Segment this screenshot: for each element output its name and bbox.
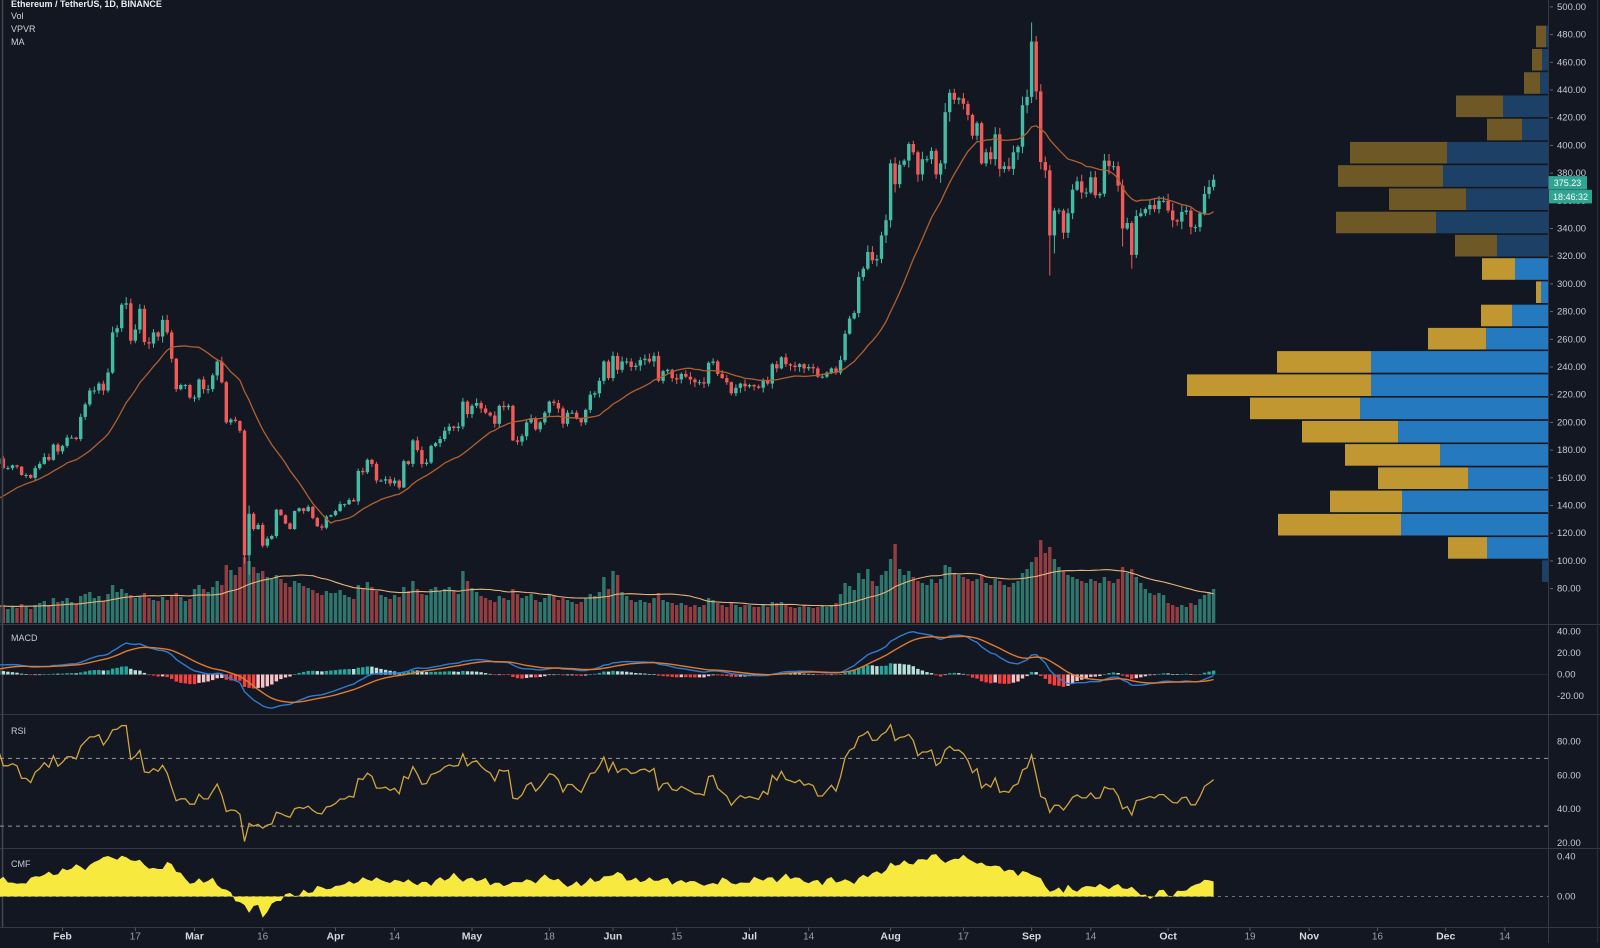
svg-text:Aug: Aug xyxy=(880,931,900,943)
svg-text:220.00: 220.00 xyxy=(1557,390,1586,401)
svg-text:160.00: 160.00 xyxy=(1557,473,1586,484)
svg-text:120.00: 120.00 xyxy=(1557,528,1586,539)
svg-text:14: 14 xyxy=(1085,932,1097,943)
svg-text:180.00: 180.00 xyxy=(1557,445,1586,456)
svg-text:Jul: Jul xyxy=(742,931,757,943)
svg-text:380.00: 380.00 xyxy=(1557,168,1586,179)
svg-text:May: May xyxy=(462,931,483,943)
svg-text:16: 16 xyxy=(257,932,269,943)
svg-text:400.00: 400.00 xyxy=(1557,140,1586,151)
svg-text:500.00: 500.00 xyxy=(1557,2,1586,13)
svg-text:16: 16 xyxy=(1372,932,1384,943)
svg-text:18: 18 xyxy=(544,932,556,943)
svg-text:Jun: Jun xyxy=(604,931,623,943)
svg-text:MACD: MACD xyxy=(11,633,38,643)
svg-text:300.00: 300.00 xyxy=(1557,279,1586,290)
svg-text:14: 14 xyxy=(389,932,401,943)
svg-text:20.00: 20.00 xyxy=(1557,838,1581,849)
svg-text:200.00: 200.00 xyxy=(1557,417,1586,428)
svg-text:Apr: Apr xyxy=(326,931,344,943)
svg-text:260.00: 260.00 xyxy=(1557,334,1586,345)
svg-text:VPVR: VPVR xyxy=(11,24,36,34)
svg-text:CMF: CMF xyxy=(11,859,31,869)
svg-text:40.00: 40.00 xyxy=(1557,626,1581,637)
svg-text:0.00: 0.00 xyxy=(1557,670,1576,681)
svg-text:0.40: 0.40 xyxy=(1557,852,1576,863)
svg-text:-20.00: -20.00 xyxy=(1557,691,1584,702)
svg-text:60.00: 60.00 xyxy=(1557,770,1581,781)
svg-text:Mar: Mar xyxy=(185,931,204,943)
svg-text:19: 19 xyxy=(1244,932,1256,943)
svg-text:440.00: 440.00 xyxy=(1557,85,1586,96)
svg-text:140.00: 140.00 xyxy=(1557,501,1586,512)
svg-text:340.00: 340.00 xyxy=(1557,224,1586,235)
svg-text:15: 15 xyxy=(671,932,683,943)
svg-text:RSI: RSI xyxy=(11,726,26,736)
svg-text:240.00: 240.00 xyxy=(1557,362,1586,373)
svg-text:375.23: 375.23 xyxy=(1554,178,1582,188)
svg-text:280.00: 280.00 xyxy=(1557,307,1586,318)
svg-text:0.00: 0.00 xyxy=(1557,892,1576,903)
svg-text:40.00: 40.00 xyxy=(1557,804,1581,815)
svg-text:480.00: 480.00 xyxy=(1557,30,1586,41)
svg-text:100.00: 100.00 xyxy=(1557,556,1586,567)
svg-text:Ethereum / TetherUS, 1D, BINAN: Ethereum / TetherUS, 1D, BINANCE xyxy=(11,0,162,9)
svg-text:Vol: Vol xyxy=(11,11,24,21)
svg-text:Nov: Nov xyxy=(1299,931,1319,943)
svg-text:80.00: 80.00 xyxy=(1557,584,1581,595)
svg-text:17: 17 xyxy=(130,932,142,943)
svg-text:80.00: 80.00 xyxy=(1557,737,1581,748)
svg-text:460.00: 460.00 xyxy=(1557,57,1586,68)
svg-text:17: 17 xyxy=(958,932,970,943)
svg-text:18:46:32: 18:46:32 xyxy=(1553,192,1588,202)
svg-text:320.00: 320.00 xyxy=(1557,251,1586,262)
svg-text:Dec: Dec xyxy=(1436,931,1455,943)
svg-text:Feb: Feb xyxy=(53,931,72,943)
svg-text:14: 14 xyxy=(1499,932,1511,943)
svg-text:14: 14 xyxy=(803,932,815,943)
svg-text:20.00: 20.00 xyxy=(1557,648,1581,659)
svg-text:Sep: Sep xyxy=(1022,931,1041,943)
svg-text:Oct: Oct xyxy=(1159,931,1177,943)
svg-text:420.00: 420.00 xyxy=(1557,113,1586,124)
svg-text:MA: MA xyxy=(11,37,25,47)
